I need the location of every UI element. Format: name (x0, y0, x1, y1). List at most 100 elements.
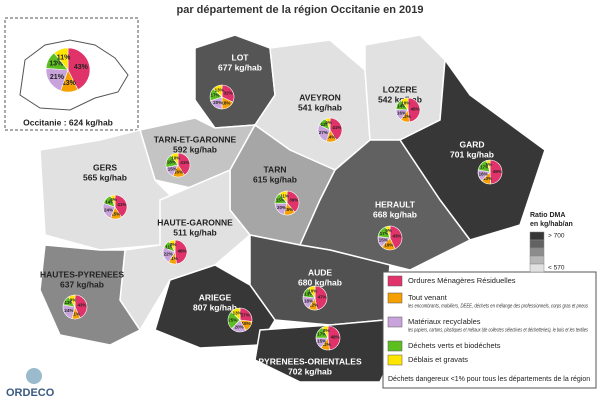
pie-slice (230, 307, 241, 321)
slice-label: 39% (289, 198, 298, 203)
scale-title: en kg/hab/an (530, 221, 573, 228)
legend-label: Tout venant (408, 293, 448, 302)
slice-label: 11% (169, 256, 178, 261)
slice-label: 6% (325, 120, 332, 125)
slice-label: 14% (105, 199, 114, 204)
slice-label: 20% (277, 205, 286, 210)
pie-slice (68, 294, 76, 309)
slice-label: 10% (401, 100, 410, 105)
slice-label: 6% (110, 197, 117, 202)
department-name: TARN (264, 164, 287, 174)
department-value: 592 kg/hab (173, 144, 217, 154)
pie-slice (307, 285, 316, 299)
scale-swatch (529, 255, 545, 265)
slice-label: 49% (493, 169, 502, 174)
slice-label: 41% (117, 202, 126, 207)
slice-label: 18% (221, 100, 230, 105)
slice-label: 24% (104, 207, 113, 212)
slice-label: 17% (210, 93, 219, 98)
department-name: HAUTE-GARONNE (157, 217, 233, 227)
slice-label: 9% (70, 297, 77, 302)
department-value: 677 kg/hab (218, 62, 262, 72)
legend-swatch (387, 340, 403, 352)
slice-label: 15% (317, 338, 326, 343)
title: par département de la région Occitanie e… (177, 4, 424, 16)
department-value: 615 kg/hab (253, 174, 297, 184)
slice-label: 11% (57, 54, 71, 61)
slice-label: 15% (111, 211, 120, 216)
scale-max: > 700 (548, 233, 565, 240)
pie-slice (110, 194, 116, 208)
slice-label: 18% (304, 298, 313, 303)
inset-label: Occitanie : 624 kg/hab (23, 117, 113, 127)
slice-label: 14% (326, 134, 335, 139)
slice-label: 12% (402, 114, 411, 119)
slice-label: 41% (180, 160, 189, 165)
legend-label: Ordures Ménagères Résiduelles (408, 276, 516, 285)
slice-label: 16% (397, 110, 406, 115)
department-value: 565 kg/hab (83, 172, 127, 182)
pie-slice (407, 97, 421, 123)
pie-slice (385, 225, 391, 239)
slice-label: 15% (276, 197, 285, 202)
pie-slice (74, 294, 88, 319)
slice-label: 13% (233, 311, 242, 316)
logo-icon (26, 368, 42, 384)
pie-slice (489, 159, 503, 185)
slice-label: 32% (224, 90, 233, 95)
slice-label: 48% (411, 107, 420, 112)
department (39, 244, 142, 346)
slice-label: 15% (168, 167, 177, 172)
department-name: AUDE (308, 267, 332, 277)
pie-slice (314, 285, 328, 311)
slice-label: 27% (319, 130, 328, 135)
department-name: PYRENEES-ORIENTALES (258, 356, 362, 366)
scale-swatch (529, 247, 545, 257)
pie-slice (485, 159, 491, 173)
slice-label: 6% (385, 228, 392, 233)
legend-swatch (387, 275, 403, 287)
scale-swatch (529, 231, 545, 241)
slice-label: 13% (49, 61, 64, 68)
slice-label: 43% (78, 303, 87, 308)
logo: ORDECO (6, 387, 55, 399)
slice-label: 15% (241, 321, 250, 326)
department-value: 701 kg/hab (450, 149, 494, 159)
department-value: 680 kg/hab (298, 277, 342, 287)
legend-label: Déchets verts et biodéchets (408, 341, 501, 350)
scale-swatch (529, 263, 545, 273)
pie-slice (212, 84, 223, 98)
slice-label: 22% (164, 251, 173, 256)
slice-label: 13% (483, 176, 492, 181)
pie-slice (400, 97, 409, 111)
scale-swatch (529, 239, 545, 249)
slice-label: 25% (228, 317, 237, 322)
department-name: HAUTES-PYRENEES (40, 269, 124, 279)
slice-label: 16% (479, 171, 488, 176)
slice-label: 16% (174, 169, 183, 174)
legend-swatch (387, 316, 403, 328)
slice-label: 20% (213, 100, 222, 105)
department-name: HERAULT (375, 199, 416, 209)
legend-label: Matériaux recyclables (408, 317, 481, 326)
legend-note: les papiers, cartons, plastiques et méta… (408, 327, 588, 333)
pie-slice (389, 225, 403, 250)
department-value: 668 kg/hab (373, 209, 417, 219)
pie-slice (327, 325, 341, 351)
legend-box (382, 271, 597, 389)
slice-label: 12% (322, 342, 331, 347)
scale-title: Ratio DMA (530, 212, 565, 219)
department-name: GARD (459, 139, 484, 149)
slice-label: 14% (397, 104, 406, 109)
slice-label: 15% (379, 238, 388, 243)
pie-slice (67, 47, 91, 91)
slice-label: 24% (64, 308, 73, 313)
inset-box (4, 17, 139, 131)
department-name: AVEYRON (299, 92, 340, 102)
slice-label: 19% (384, 242, 393, 247)
pie-slice (174, 239, 188, 265)
scale-min: < 570 (548, 265, 565, 272)
slice-label: 10% (171, 155, 180, 160)
department-value: 807 kg/hab (193, 302, 237, 312)
